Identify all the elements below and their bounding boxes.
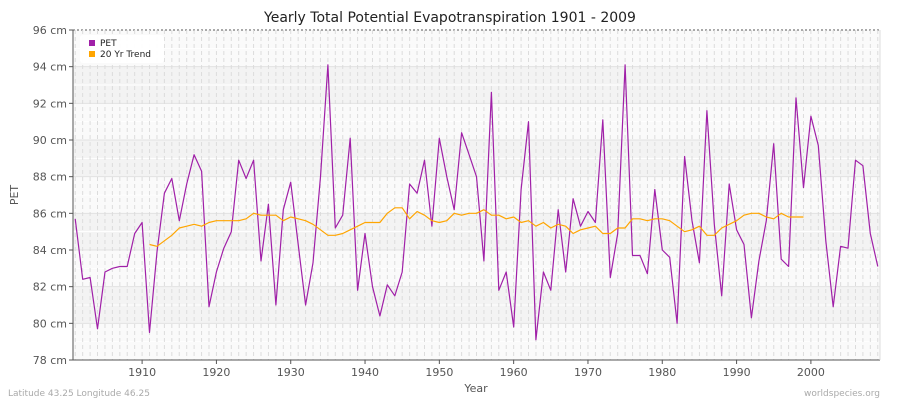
x-tick-label: 1910 [128,366,156,379]
x-tick-label: 1950 [425,366,453,379]
y-tick-label: 80 cm [33,317,67,330]
pet-series-line [74,64,879,341]
chart-title: Yearly Total Potential Evapotranspiratio… [263,10,636,26]
y-tick-label: 94 cm [33,61,67,74]
legend: PET 20 Yr Trend [80,35,164,63]
footer-coordinates: Latitude 43.25 Longitude 46.25 [8,389,150,399]
x-axis-label: Year [463,382,488,395]
y-axis-label: PET [8,185,21,206]
footer-source: worldspecies.org [804,389,880,399]
legend-label-pet: PET [100,39,117,49]
y-tick-label: 78 cm [33,354,67,367]
x-tick-label: 1990 [723,366,751,379]
y-tick-label: 96 cm [33,24,67,37]
y-tick-label: 82 cm [33,281,67,294]
legend-label-trend: 20 Yr Trend [100,50,151,60]
y-tick-label: 92 cm [33,97,67,110]
trend-series-line [149,207,804,247]
y-tick-label: 88 cm [33,171,67,184]
x-tick-label: 1980 [648,366,676,379]
x-tick-label: 2000 [797,366,825,379]
x-tick-label: 1920 [202,366,230,379]
y-tick-label: 86 cm [33,207,67,220]
legend-swatch-pet [89,40,95,46]
y-tick-label: 84 cm [33,244,67,257]
x-tick-label: 1960 [500,366,528,379]
x-tick-label: 1930 [277,366,305,379]
legend-swatch-trend [89,51,95,57]
y-tick-label: 90 cm [33,134,67,147]
x-tick-label: 1940 [351,366,379,379]
x-tick-label: 1970 [574,366,602,379]
